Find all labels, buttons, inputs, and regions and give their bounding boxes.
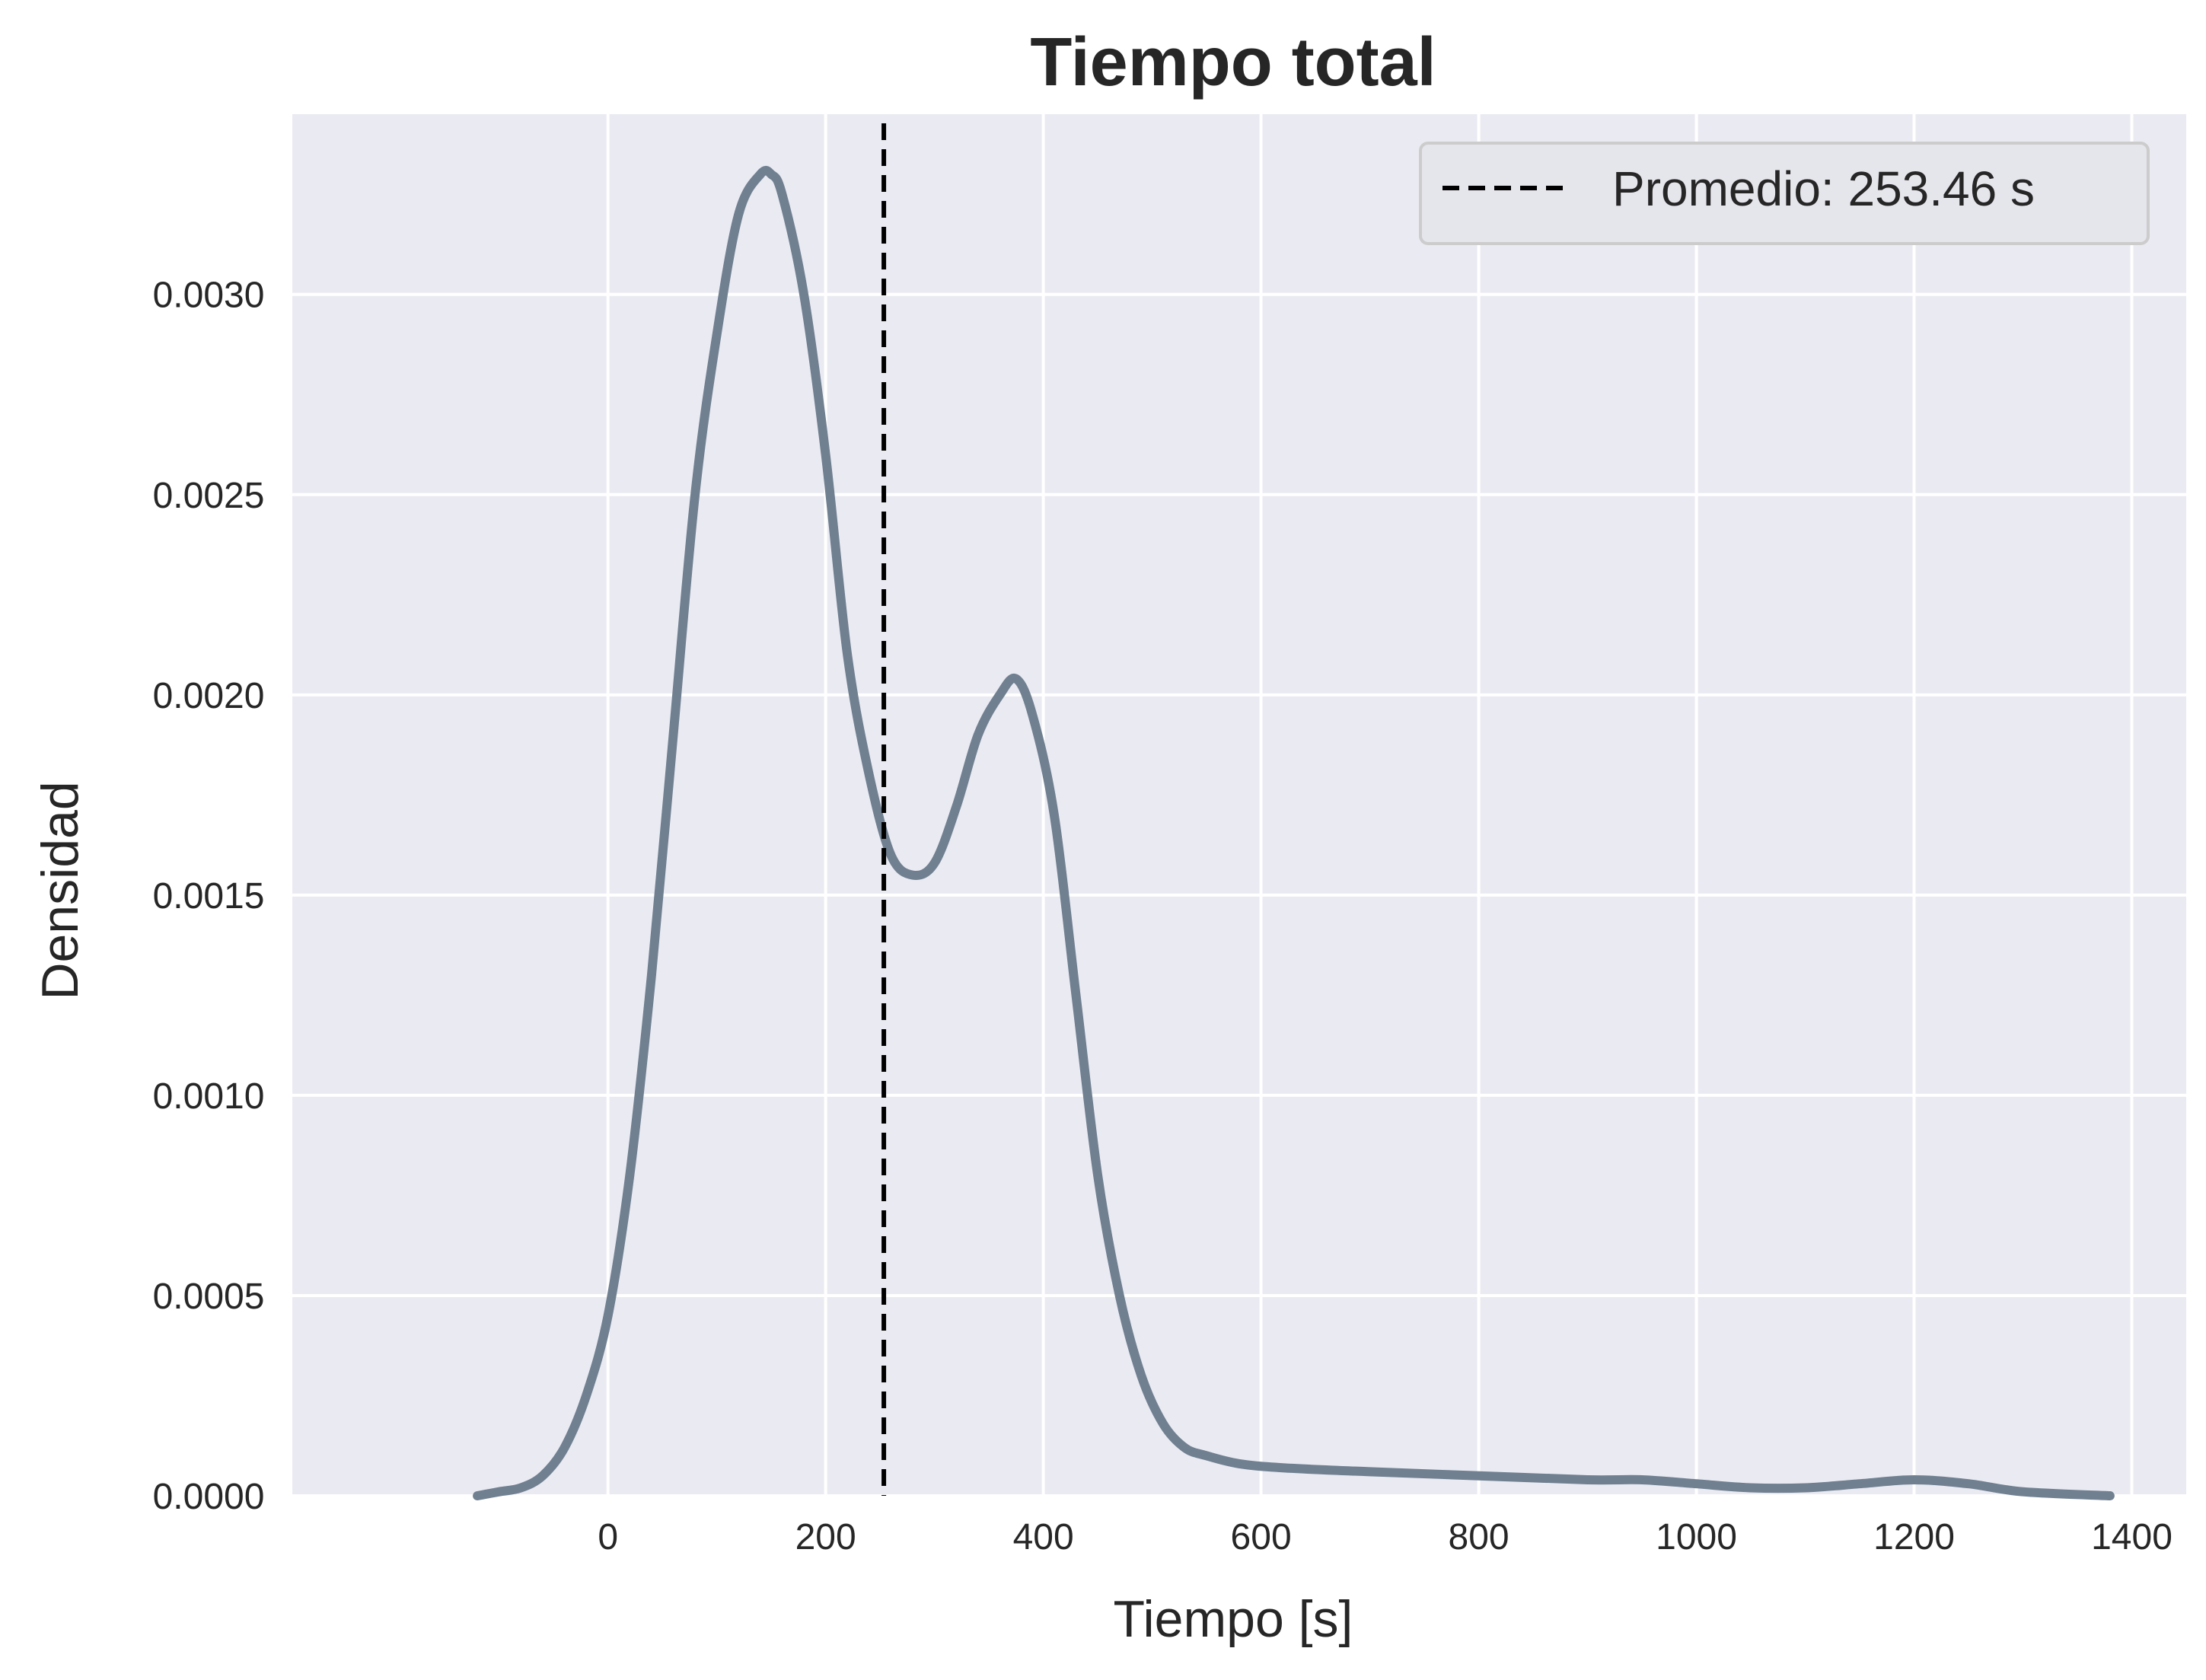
y-tick-label: 0.0010 (153, 1076, 265, 1117)
y-tick-label: 0.0030 (153, 276, 265, 316)
x-tick-label: 1200 (1873, 1517, 1955, 1557)
series-layer (473, 165, 2115, 1500)
density-curve (473, 165, 2115, 1500)
legend: Promedio: 253.46 s (1419, 142, 2150, 245)
x-tick-label: 800 (1449, 1517, 1509, 1557)
y-tick-label: 0.0015 (153, 876, 265, 917)
chart-title: Tiempo total (1030, 24, 1436, 100)
y-tick-label: 0.0005 (153, 1277, 265, 1317)
x-tick-label: 1000 (1656, 1517, 1737, 1557)
y-tick-label: 0.0000 (153, 1477, 265, 1517)
plot-area (292, 114, 2186, 1496)
y-tick-label: 0.0020 (153, 676, 265, 716)
y-axis-label: Densidad (31, 781, 89, 999)
grid-lines (292, 114, 2186, 1497)
x-axis-label: Tiempo [s] (1114, 1590, 1353, 1648)
y-tick-label: 0.0025 (153, 476, 265, 516)
x-tick-label: 400 (1013, 1517, 1074, 1557)
x-tick-labels: 0 200 400 600 800 1000 1200 1400 (598, 1517, 2173, 1557)
y-tick-labels: 0.0000 0.0005 0.0010 0.0015 0.0020 0.0025 0.00… (153, 276, 265, 1517)
legend-box (1419, 142, 2150, 245)
legend-label: Promedio: 253.46 s (1612, 161, 2035, 216)
x-tick-label: 200 (795, 1517, 856, 1557)
x-tick-label: 1400 (2091, 1517, 2173, 1557)
x-tick-label: 0 (598, 1517, 618, 1557)
x-tick-label: 600 (1231, 1517, 1292, 1557)
